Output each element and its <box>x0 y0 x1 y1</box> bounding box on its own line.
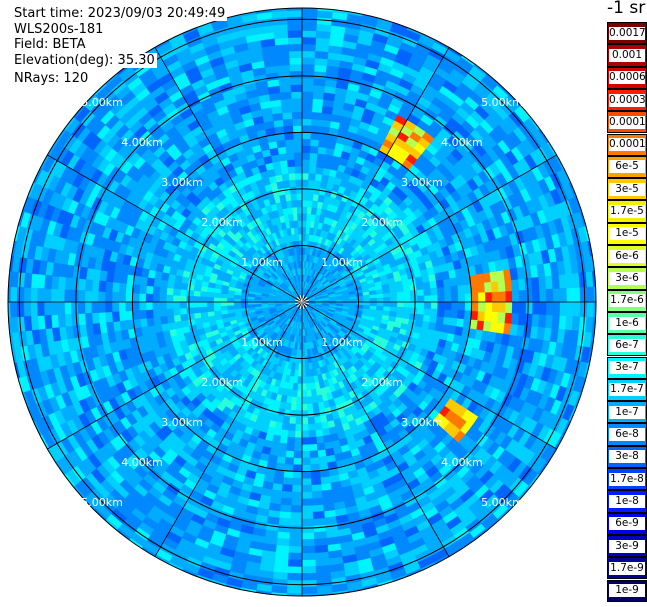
colorbar-label: 1e-8 <box>609 494 645 508</box>
colorbar-label: 3e-7 <box>609 361 645 375</box>
colorbar-label: 1.7e-6 <box>609 294 645 308</box>
colorbar-label: 1e-6 <box>609 316 645 330</box>
colorbar-cell: 1e-7 <box>607 401 647 424</box>
colorbar-label: 1.7e-8 <box>609 472 645 486</box>
range-ring-label: 1.00km <box>241 336 283 349</box>
colorbar-label: 1e-9 <box>609 584 645 598</box>
azimuth-spoke <box>301 154 557 303</box>
azimuth-spoke <box>301 47 450 303</box>
colorbar-label: 0.001 <box>609 48 645 62</box>
nrays-label: NRays: 120 <box>12 71 91 86</box>
colorbar-cell: 0.0006 <box>607 66 647 89</box>
colorbar-cell: 1e-9 <box>607 579 647 602</box>
colorbar-label: 0.00017 <box>609 115 647 129</box>
colorbar-cell: 0.0003 <box>607 88 647 112</box>
colorbar-label: 0.0001 <box>609 138 646 152</box>
colorbar-cell: 1.7e-8 <box>607 468 647 491</box>
azimuth-spokes <box>8 8 596 596</box>
colorbar-cell: 1.7e-5 <box>607 200 647 223</box>
range-ring-label: 5.00km <box>81 496 123 509</box>
range-ring-label: 5.00km <box>481 96 523 109</box>
elevation-label: Elevation(deg): 35.30 <box>12 53 157 68</box>
center-marker <box>299 295 303 303</box>
colorbar-label: 6e-6 <box>609 249 645 263</box>
colorbar-cell: 1.7e-6 <box>607 289 647 312</box>
colorbar-label: 3e-6 <box>609 271 645 285</box>
colorbar-cell: 1e-8 <box>607 490 647 513</box>
colorbar-cell: 3e-5 <box>607 178 647 201</box>
colorbar-cell: 6e-8 <box>607 423 647 446</box>
azimuth-spoke <box>154 47 303 303</box>
range-ring-label: 4.00km <box>441 136 483 149</box>
colorbar-label: 3e-8 <box>609 450 645 464</box>
range-ring-label: 1.00km <box>321 256 363 269</box>
range-ring-label: 4.00km <box>121 136 163 149</box>
colorbar-cell: 6e-5 <box>607 155 647 179</box>
range-ring-label: 3.00km <box>401 416 443 429</box>
range-ring-label: 3.00km <box>401 176 443 189</box>
colorbar-cell: 1e-6 <box>607 311 647 335</box>
range-ring-label: 1.00km <box>241 256 283 269</box>
range-ring-label: 3.00km <box>161 416 203 429</box>
colorbar-label: 3e-9 <box>609 539 645 553</box>
colorbar-cell: 0.001 <box>607 44 647 67</box>
colorbar-unit: -1 sr <box>607 0 646 18</box>
range-ring-labels: 1.00km 1.00km 1.00km 1.00km 2.00km 2.00km 2.00… <box>81 96 522 509</box>
colorbar-cell: 6e-9 <box>607 512 647 535</box>
colorbar-label: 0.0006 <box>609 71 646 85</box>
colorbar-label: 0.0003 <box>609 93 646 107</box>
colorbar-cell: 3e-9 <box>607 534 647 558</box>
colorbar-cell: 1.7e-9 <box>607 557 647 580</box>
range-ring-label: 5.00km <box>81 96 123 109</box>
range-ring-label: 2.00km <box>201 216 243 229</box>
colorbar-cell: 0.0017 <box>607 22 647 45</box>
colorbar-cell: 1.7e-7 <box>607 378 647 402</box>
colorbar-label: 3e-5 <box>609 182 645 196</box>
colorbar-cell: 3e-6 <box>607 267 647 290</box>
range-ring-label: 2.00km <box>361 376 403 389</box>
azimuth-spoke <box>301 301 557 450</box>
azimuth-spoke <box>301 301 450 557</box>
colorbar-label: 0.0017 <box>609 26 646 40</box>
colorbar-cell: 3e-7 <box>607 356 647 379</box>
colorbar-label: 6e-9 <box>609 517 645 531</box>
field-label: Field: BETA <box>12 37 88 52</box>
colorbar-label: 6e-5 <box>609 160 645 174</box>
colorbar-label: 6e-8 <box>609 428 645 442</box>
colorbar-cell: 3e-8 <box>607 445 647 468</box>
colorbar-cell: 0.00017 <box>607 111 647 134</box>
colorbar-label: 1e-5 <box>609 227 645 241</box>
colorbar-cell: 6e-6 <box>607 245 647 268</box>
range-ring-label: 3.00km <box>161 176 203 189</box>
range-ring-label: 2.00km <box>361 216 403 229</box>
azimuth-spoke <box>154 301 303 557</box>
range-ring-label: 2.00km <box>201 376 243 389</box>
range-ring-label: 4.00km <box>121 456 163 469</box>
colorbar-cell: 0.0001 <box>607 133 647 156</box>
start-time-label: Start time: 2023/09/03 20:49:49 <box>12 6 228 21</box>
colorbar-label: 1.7e-9 <box>609 561 645 575</box>
azimuth-spoke <box>47 154 303 303</box>
colorbar-label: 1e-7 <box>609 405 645 419</box>
colorbar-cell: 1e-5 <box>607 222 647 245</box>
azimuth-spoke <box>47 301 303 450</box>
colorbar-cell: 6e-7 <box>607 334 647 357</box>
colorbar-label: 1.7e-5 <box>609 205 645 219</box>
instrument-label: WLS200s-181 <box>12 22 106 37</box>
colorbar-label: 6e-7 <box>609 338 645 352</box>
range-ring-label: 1.00km <box>321 336 363 349</box>
range-ring-label: 5.00km <box>481 496 523 509</box>
colorbar-label: 1.7e-7 <box>609 383 645 397</box>
range-ring-label: 4.00km <box>441 456 483 469</box>
polar-plot: 1.00km 1.00km 1.00km 1.00km 2.00km 2.00km 2.00… <box>7 7 597 597</box>
